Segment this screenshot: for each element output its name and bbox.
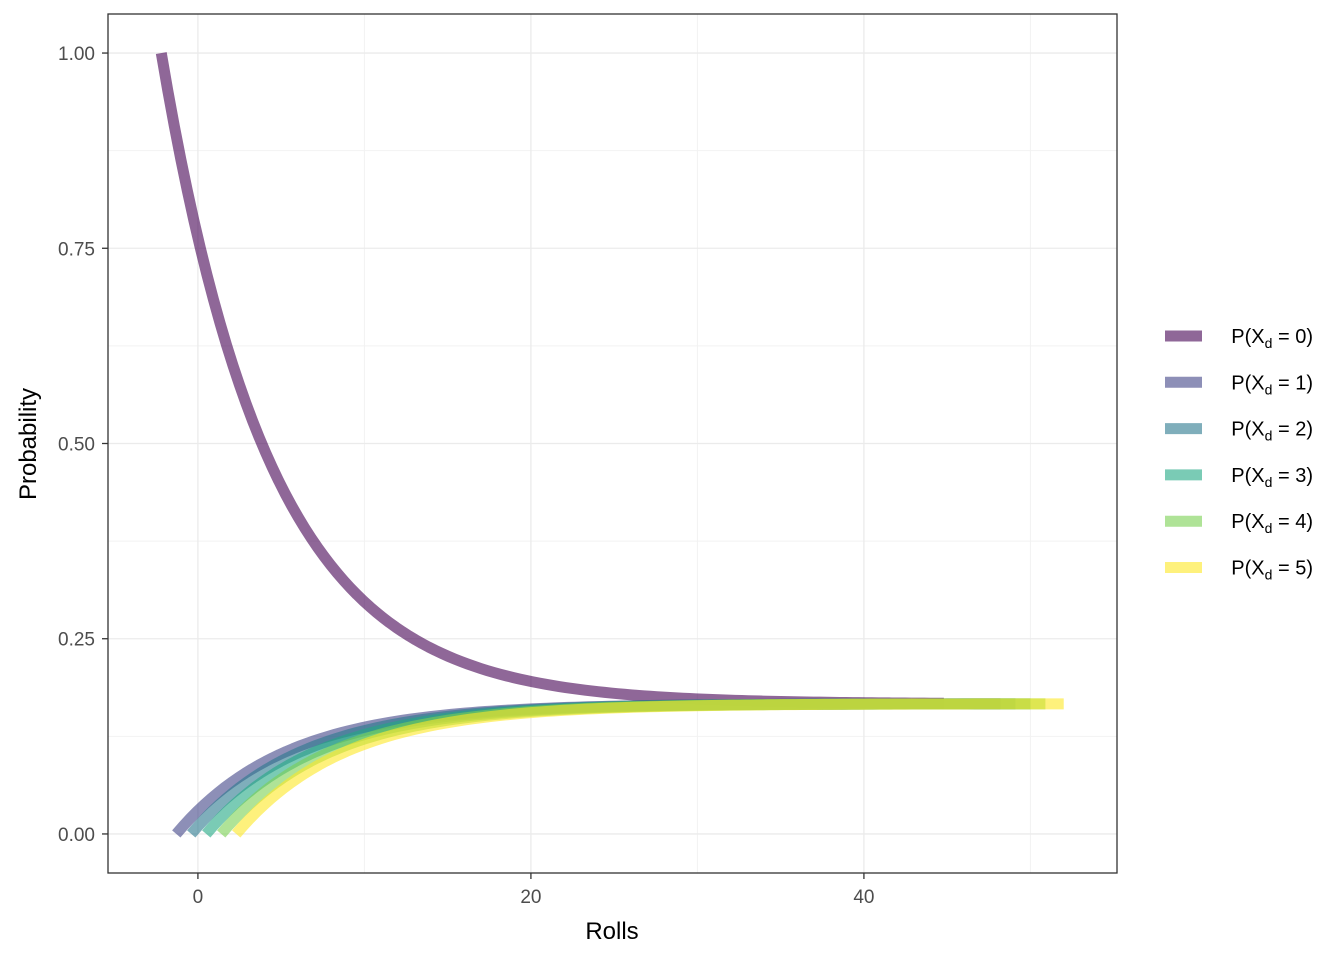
y-axis-title: Probability	[15, 388, 42, 500]
legend-label-3: P(Xd = 3)	[1231, 465, 1313, 490]
legend-label-5: P(Xd = 5)	[1231, 558, 1313, 583]
legend: P(Xd = 0) P(Xd = 1) P(Xd = 2) P(Xd = 3) P(Xd…	[1165, 326, 1313, 583]
legend-label-4: P(Xd = 4)	[1231, 511, 1313, 536]
x-axis-title: Rolls	[585, 918, 638, 945]
y-tick-label: 0.00	[58, 825, 95, 846]
series-layer	[155, 52, 1064, 838]
y-tick-label: 0.25	[58, 630, 95, 651]
series-line-5	[232, 698, 1064, 838]
x-tick-label: 0	[193, 887, 204, 908]
legend-label-2: P(Xd = 2)	[1231, 419, 1313, 444]
y-tick-label: 0.50	[58, 435, 95, 456]
grid	[108, 14, 1117, 873]
x-tick-label: 20	[520, 887, 541, 908]
legend-label-0: P(Xd = 0)	[1231, 326, 1313, 351]
y-tick-label: 0.75	[58, 239, 95, 260]
y-tick-label: 1.00	[58, 44, 95, 65]
axes: 0 20 40 0.00 0.25 0.50 0.75 1.00	[58, 44, 874, 908]
x-tick-label: 40	[853, 887, 874, 908]
legend-label-1: P(Xd = 1)	[1231, 372, 1313, 397]
